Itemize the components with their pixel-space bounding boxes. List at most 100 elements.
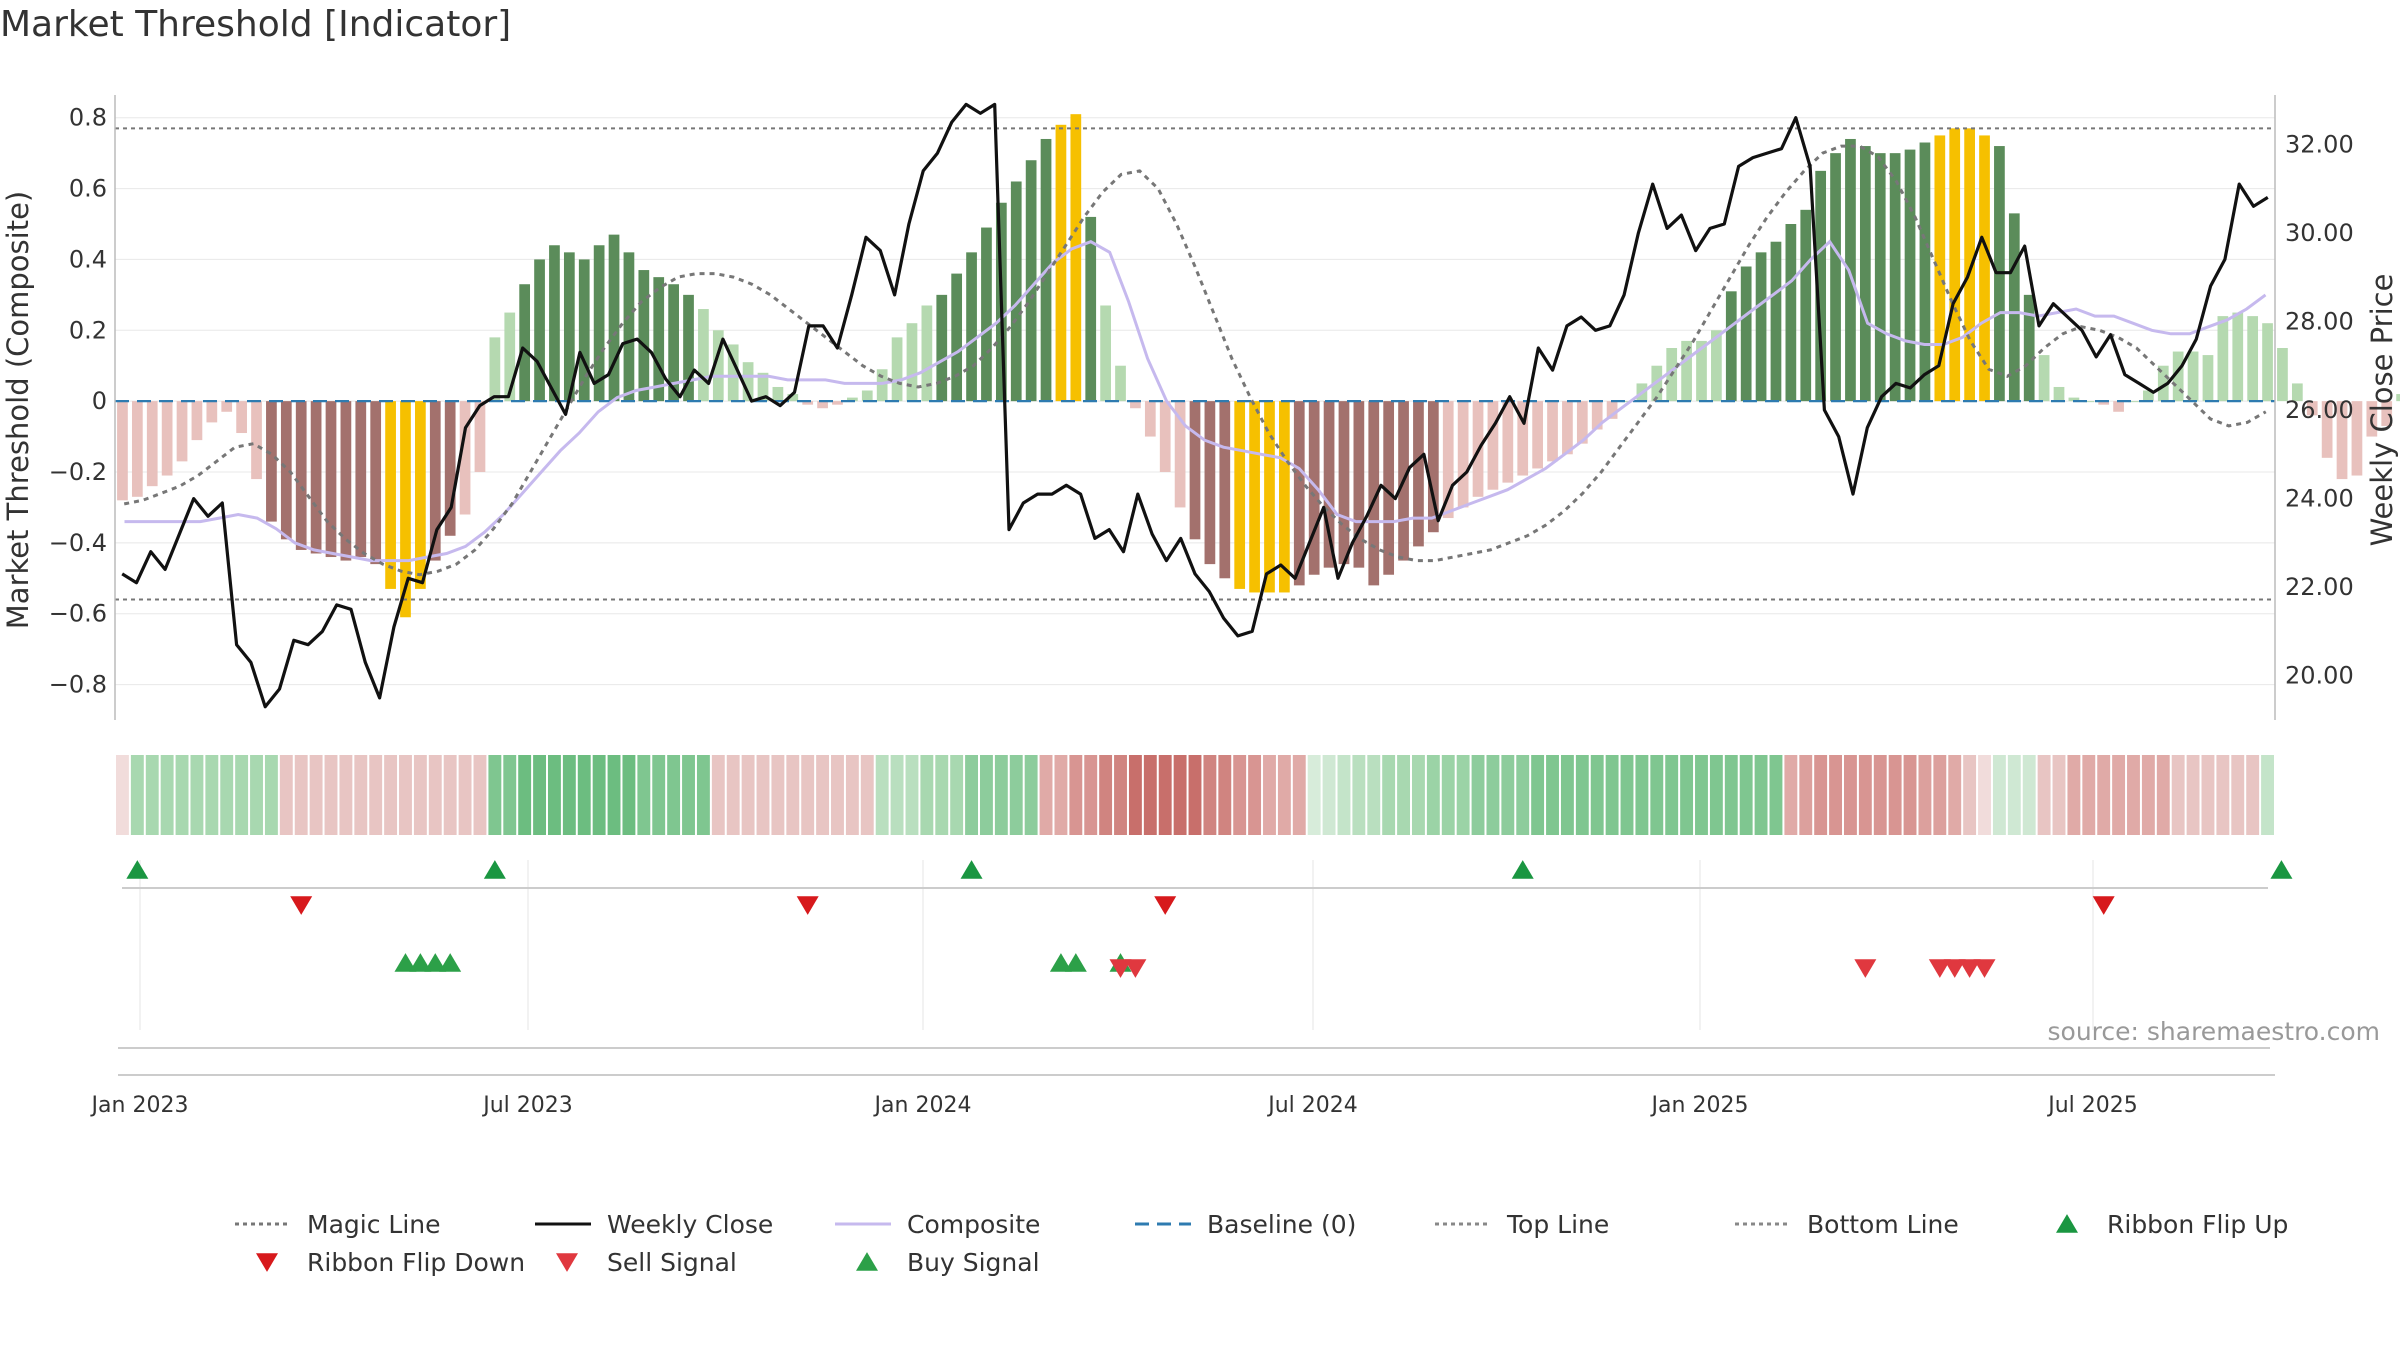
ribbon-flip-down-marker: [796, 896, 819, 915]
composite-bar: [1427, 401, 1439, 533]
y2-tick-label: 20.00: [2285, 662, 2354, 690]
composite-bar: [1800, 209, 1812, 402]
composite-bar: [549, 245, 560, 402]
composite-bar: [1189, 401, 1201, 540]
composite-bar: [429, 401, 441, 561]
ribbon-cell: [1620, 755, 1634, 835]
ribbon-cell: [1233, 755, 1247, 835]
composite-bar: [2008, 213, 2020, 402]
ribbon-cell: [816, 755, 830, 835]
ribbon-cell: [622, 755, 636, 835]
ribbon-cell: [1575, 755, 1589, 835]
ribbon-cell: [2097, 755, 2111, 835]
composite-bar: [1055, 124, 1067, 402]
ribbon-cell: [235, 755, 249, 835]
composite-bar: [2217, 316, 2229, 402]
ribbon-cell: [116, 755, 129, 835]
composite-bar: [1517, 401, 1529, 476]
sell-signal-marker: [1109, 959, 1132, 978]
ribbon-cell: [965, 755, 978, 835]
composite-bar: [2291, 383, 2303, 402]
x-tick-label: Jul 2024: [1266, 1093, 1358, 1118]
ribbon-cell: [1844, 755, 1857, 835]
legend-label: Bottom Line: [1807, 1210, 1959, 1239]
composite-bar: [1264, 401, 1275, 593]
sell-signal-marker: [1854, 959, 1877, 978]
ribbon-cell: [980, 755, 993, 835]
composite-bar: [876, 369, 888, 402]
ribbon-flip-down-marker: [2092, 896, 2115, 915]
ribbon-cell: [518, 755, 532, 835]
ribbon-cell: [2112, 755, 2126, 835]
composite-bar: [1323, 401, 1335, 568]
ribbon-cell: [1263, 755, 1276, 835]
composite-bar: [757, 372, 769, 402]
ribbon-cell: [2037, 755, 2051, 835]
ribbon-cell: [905, 755, 919, 835]
composite-bar: [1874, 153, 1886, 402]
ribbon-cell: [324, 755, 338, 835]
legend-label: Weekly Close: [607, 1210, 773, 1239]
ribbon-cell: [920, 755, 934, 835]
ribbon-cell: [1799, 755, 1813, 835]
ribbon-cell: [2082, 755, 2096, 835]
composite-bar: [847, 397, 858, 402]
ribbon-flip-down-marker: [1154, 896, 1177, 915]
y2-axis-label: Weekly Close Price: [2365, 274, 2399, 547]
composite-bar: [1815, 170, 1827, 402]
ribbon-cell: [1441, 755, 1455, 835]
composite-bar: [2172, 351, 2184, 402]
composite-bar: [489, 337, 501, 402]
composite-bar: [325, 401, 337, 558]
composite-bar: [2038, 355, 2050, 402]
ribbon-cell: [935, 755, 949, 835]
magic-line: [123, 144, 2267, 577]
composite-bar: [832, 401, 843, 405]
composite-bar: [1159, 401, 1171, 472]
composite-bar: [2053, 386, 2065, 402]
x-tick-label: Jan 2025: [1650, 1093, 1749, 1118]
composite-bar: [1219, 401, 1231, 579]
ribbon-cell: [1471, 755, 1485, 835]
composite-bar: [474, 401, 486, 472]
composite-bar: [1576, 401, 1588, 444]
composite-bar: [1919, 142, 1931, 402]
ribbon-cell: [577, 755, 591, 835]
ribbon-cell: [1367, 755, 1381, 835]
composite-bar: [861, 390, 873, 402]
composite-bar: [1830, 153, 1841, 402]
ribbon-cell: [190, 755, 204, 835]
ribbon-cell: [994, 755, 1008, 835]
composite-bar: [534, 259, 545, 402]
composite-bar: [504, 312, 516, 402]
ribbon-cell: [220, 755, 234, 835]
ribbon-cell: [548, 755, 561, 835]
ribbon-cell: [1709, 755, 1723, 835]
composite-bar: [1770, 241, 1782, 402]
composite-bar: [1934, 135, 1946, 402]
composite-bar: [1532, 401, 1543, 469]
ribbon-cell: [309, 755, 323, 835]
ribbon-cell: [1501, 755, 1515, 835]
y2-tick-label: 26.00: [2285, 396, 2354, 424]
composite-bar: [1100, 305, 1111, 402]
legend-swatch: [856, 1252, 878, 1271]
composite-bar: [221, 401, 233, 412]
ribbon-cell: [1829, 755, 1842, 835]
composite-bar: [2202, 355, 2214, 402]
buy-signal-marker: [1049, 953, 1072, 972]
ribbon-cell: [637, 755, 651, 835]
ribbon-cell: [2067, 755, 2081, 835]
ribbon-cell: [488, 755, 502, 835]
composite-bar: [1338, 401, 1350, 565]
ribbon-cell: [2216, 755, 2230, 835]
composite-bar: [2068, 397, 2080, 402]
composite-bar: [1293, 401, 1305, 586]
ribbon-cell: [1099, 755, 1113, 835]
composite-bar: [742, 362, 754, 402]
composite-bar: [176, 401, 188, 462]
ribbon-cell: [2156, 755, 2170, 835]
composite-bar: [563, 252, 575, 402]
legend: Magic Line Weekly Close Composite Baseline …: [235, 1210, 2288, 1277]
composite-bar: [1606, 401, 1618, 419]
